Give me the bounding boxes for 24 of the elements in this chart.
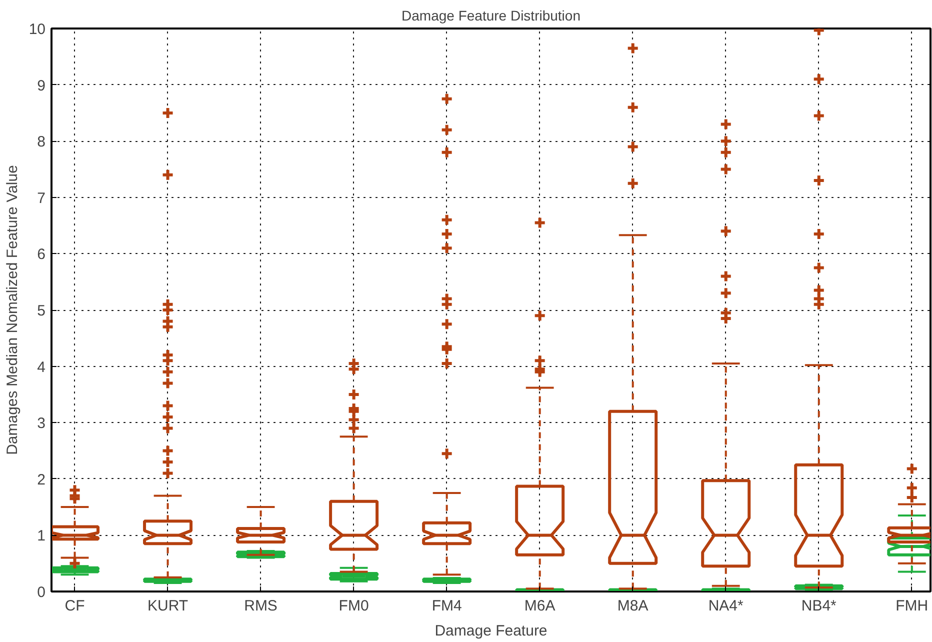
x-tick-label: NB4* [801,598,837,614]
y-tick-label: 0 [37,584,46,601]
y-axis-title: Damages Median Nomalized Feature Value [4,165,21,455]
chart-title: Damage Feature Distribution [402,8,580,24]
y-tick-label: 2 [37,471,46,488]
y-tick-label: 1 [37,528,46,545]
x-tick-label: NA4* [708,598,744,614]
x-axis-title: Damage Feature [434,622,548,640]
x-tick-label: M6A [524,598,556,614]
y-tick-label: 3 [37,415,46,432]
x-tick-label: M8A [617,598,648,614]
x-tick-label: RMS [244,598,278,614]
y-tick-label: 4 [37,358,46,376]
y-tick-label: 9 [37,77,46,94]
x-tick-label: FMH [896,598,928,614]
y-tick-label: 10 [28,21,46,38]
x-tick-label: KURT [147,598,188,614]
y-tick-label: 7 [37,190,46,207]
y-tick-label: 6 [37,246,46,264]
x-tick-label: FM4 [432,598,462,614]
x-tick-label: FM0 [338,598,369,614]
y-tick-label: 8 [37,134,46,151]
y-tick-label: 5 [37,302,46,320]
x-tick-label: CF [64,598,85,614]
